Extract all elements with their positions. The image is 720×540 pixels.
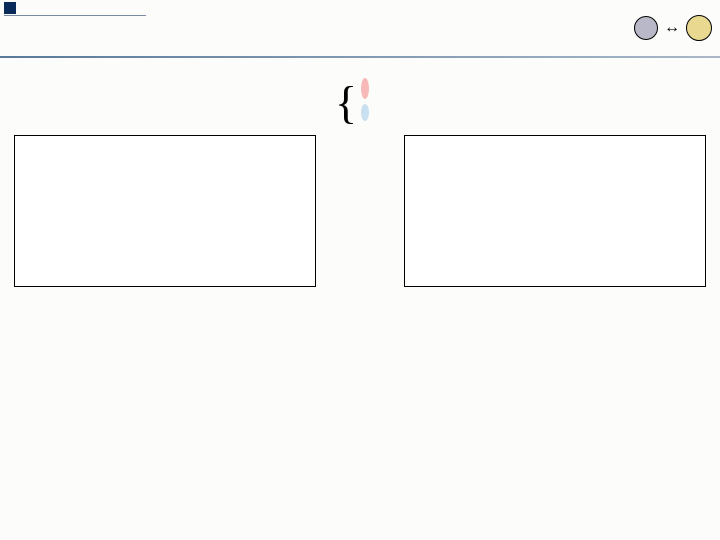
arrow-icon: ↔ — [664, 19, 680, 37]
charts-row — [0, 133, 720, 287]
uhecr-fit-chart — [14, 135, 316, 287]
eq-n-highlight — [361, 78, 369, 99]
brace-icon: { — [335, 82, 357, 123]
logo-square-icon — [4, 2, 16, 14]
eq-case-1 — [361, 74, 389, 100]
eq-case-2 — [361, 104, 389, 130]
neutrino-flux-chart — [404, 135, 706, 287]
university-logo — [0, 0, 150, 56]
nu-badge-icon — [634, 16, 658, 40]
eq-zero-highlight — [361, 104, 369, 121]
chart-left-col — [14, 133, 316, 287]
bullet-1 — [0, 64, 720, 68]
header: ↔ — [0, 0, 720, 56]
chart-right-col — [404, 133, 706, 287]
eq-cases — [361, 74, 389, 131]
title-badges: ↔ — [634, 15, 720, 41]
logo-divider — [4, 15, 146, 16]
equation-row: { — [0, 74, 720, 131]
header-rule — [0, 56, 720, 58]
bullet-2 — [0, 287, 720, 297]
cr-badge-icon — [686, 15, 712, 41]
